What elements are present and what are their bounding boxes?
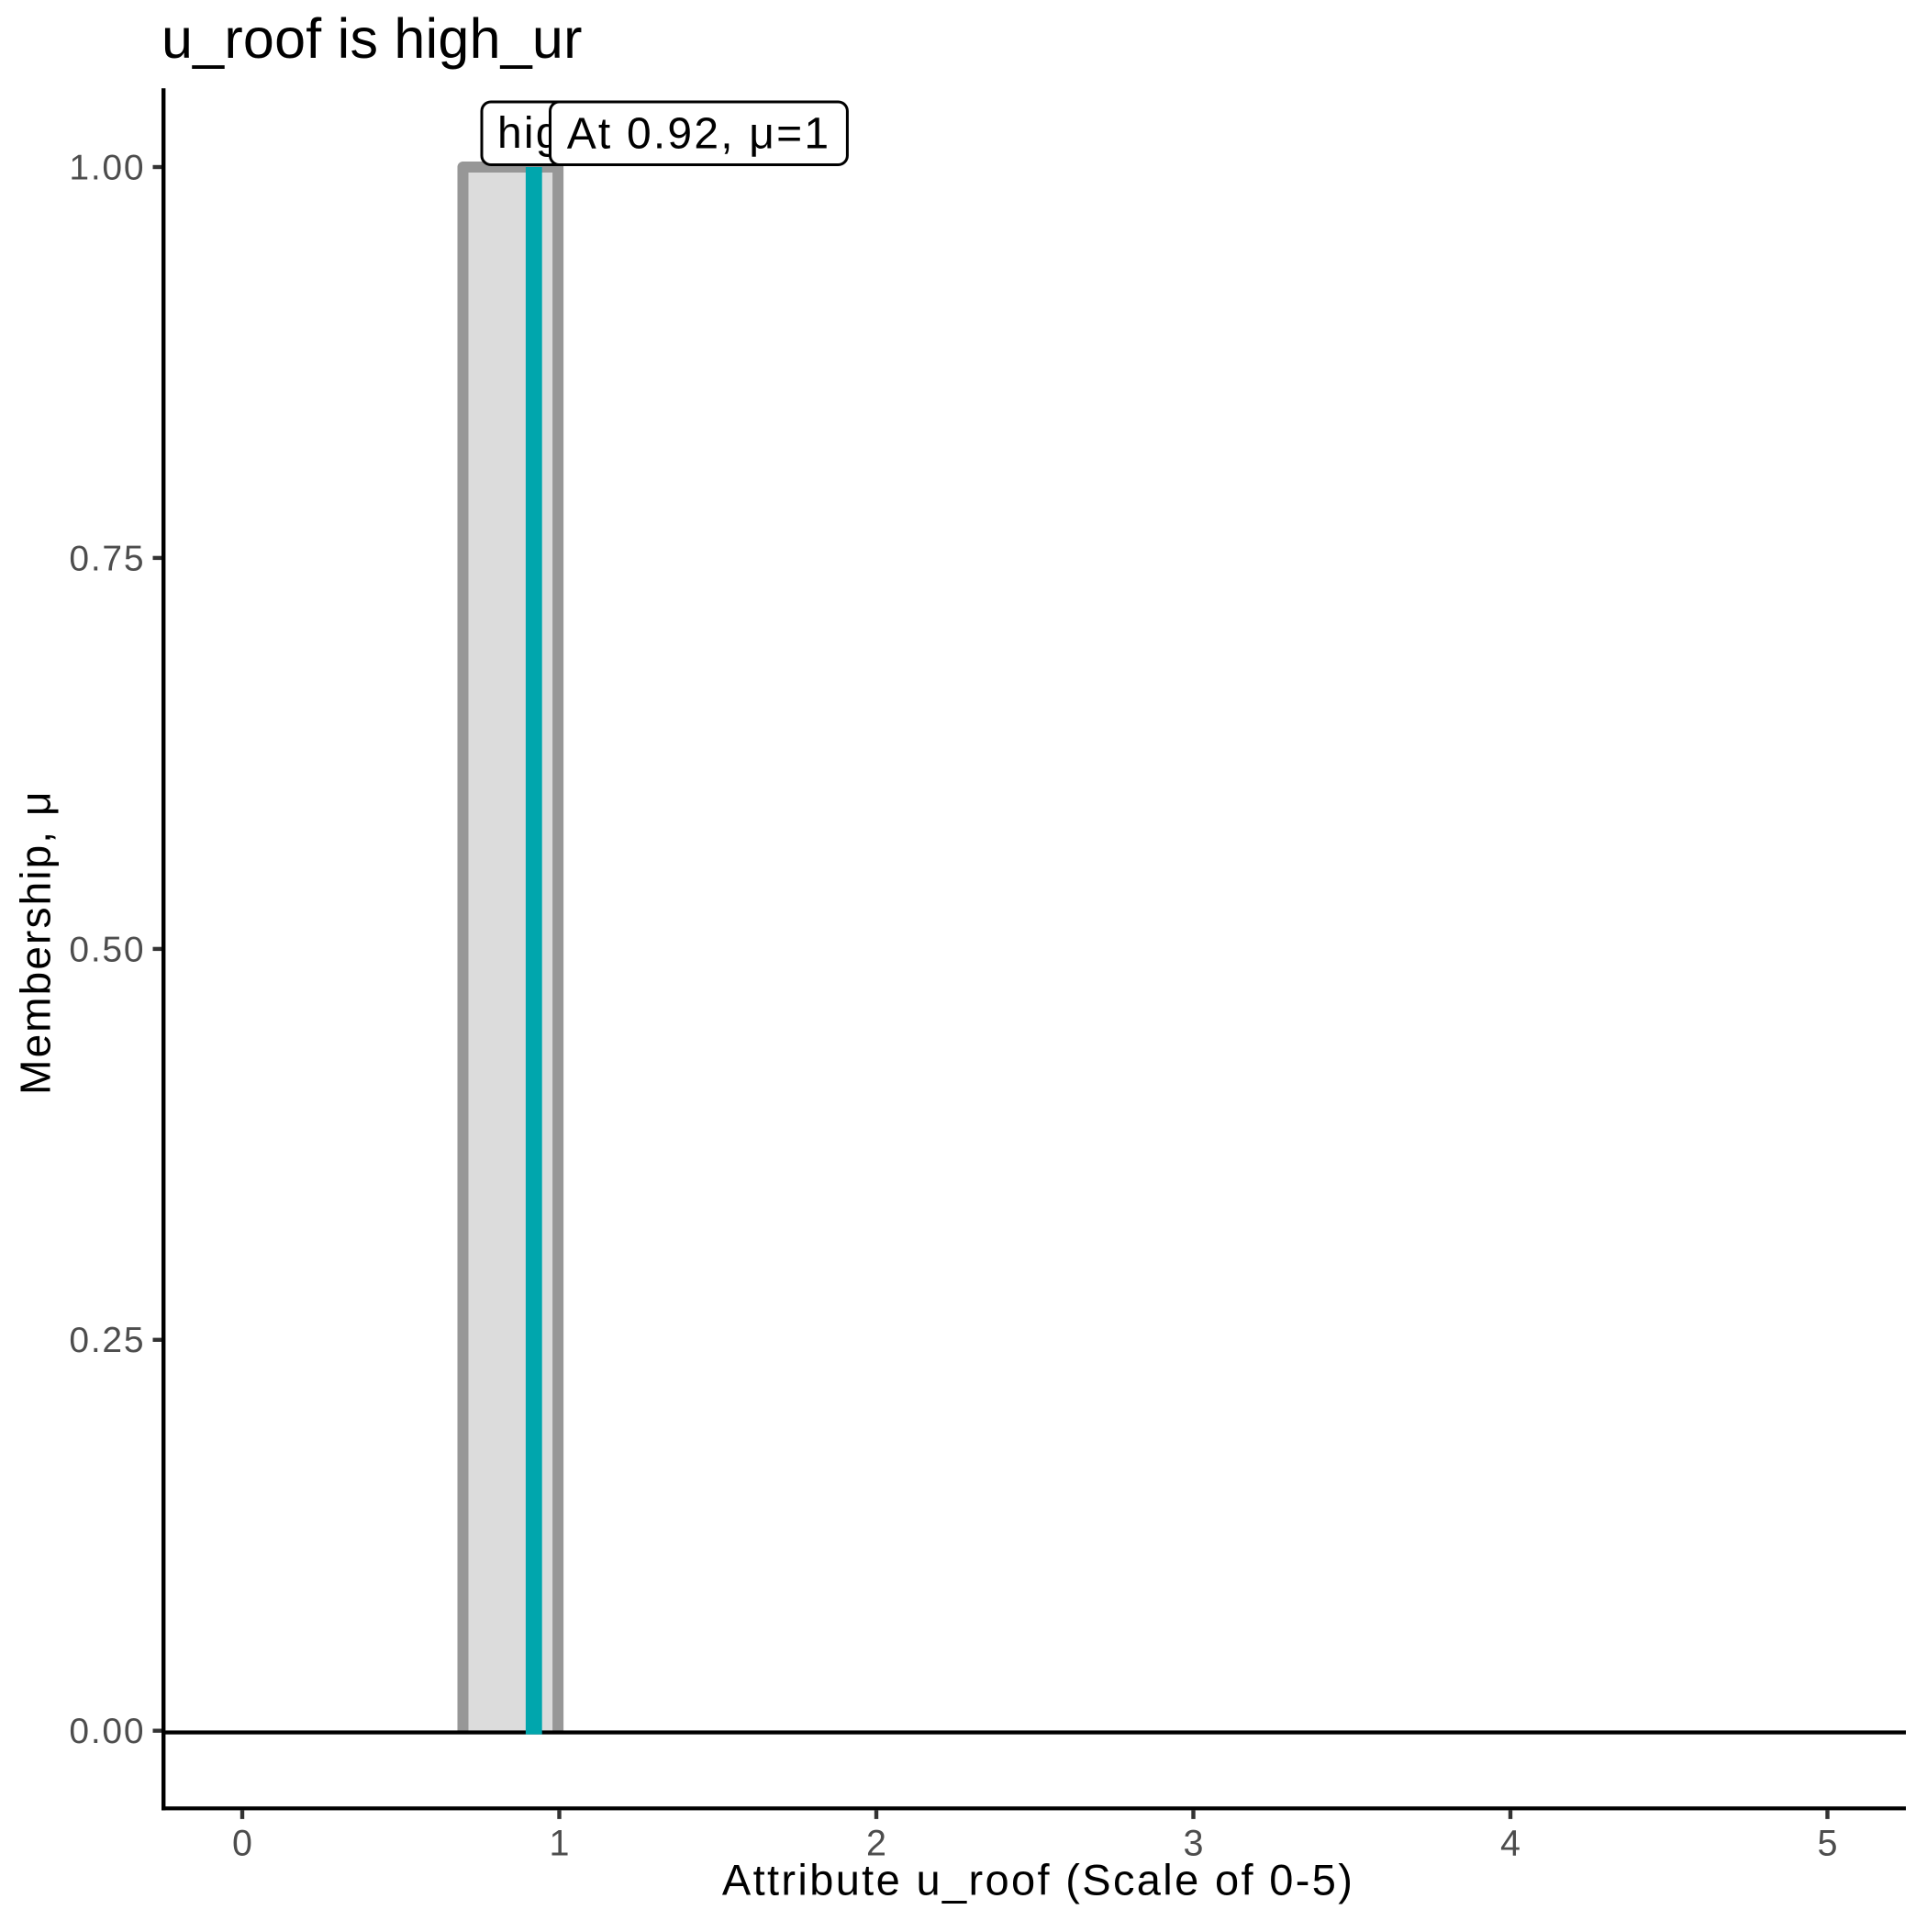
svg-text:1: 1	[550, 1824, 570, 1864]
svg-text:1.00: 1.00	[69, 148, 145, 187]
svg-text:u_roof is high_ur: u_roof is high_ur	[162, 7, 583, 70]
svg-text:Membership, μ: Membership, μ	[12, 789, 60, 1094]
svg-text:0.75: 0.75	[69, 539, 145, 578]
svg-text:4: 4	[1500, 1824, 1520, 1864]
svg-text:5: 5	[1818, 1824, 1838, 1864]
svg-text:0: 0	[232, 1824, 252, 1864]
svg-text:0.50: 0.50	[69, 930, 145, 969]
svg-text:Attribute u_roof (Scale of 0-5: Attribute u_roof (Scale of 0-5)	[722, 1856, 1354, 1904]
svg-text:0.00: 0.00	[69, 1712, 145, 1751]
svg-text:2: 2	[866, 1824, 886, 1864]
svg-text:At 0.92, μ=1: At 0.92, μ=1	[567, 109, 831, 158]
svg-text:0.25: 0.25	[69, 1321, 145, 1360]
svg-text:3: 3	[1184, 1824, 1204, 1864]
